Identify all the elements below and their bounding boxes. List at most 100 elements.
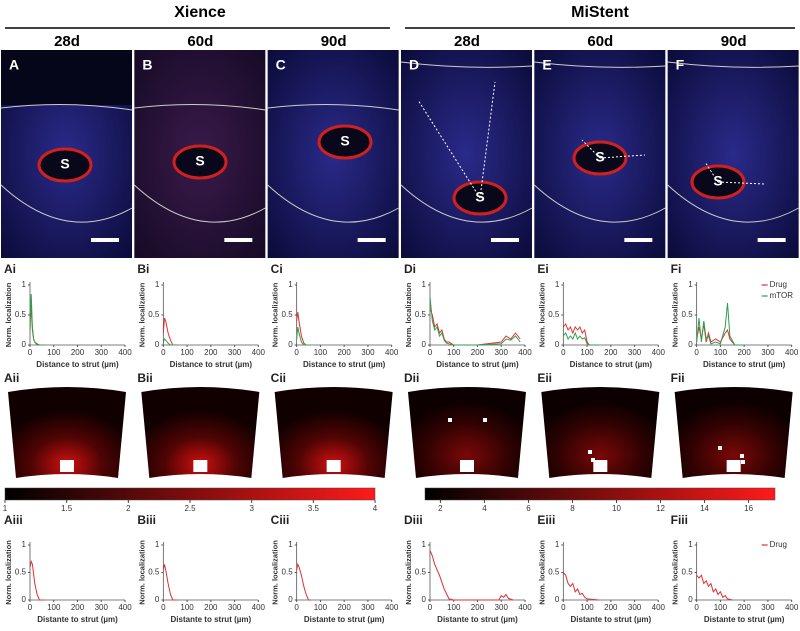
colorbar-tick-label: 8 [570,504,575,513]
y-axis-label: Norm. localization [137,540,146,605]
strut [317,124,373,160]
y-tick-label: 0 [555,340,560,349]
data-line [162,317,178,346]
x-tick-label: 0 [294,603,299,612]
x-tick-label: 200 [71,348,85,357]
y-axis-label: Norm. localization [671,540,680,605]
column-label: 90d [721,33,747,50]
strut-square [740,454,744,458]
tissue-border [0,184,133,223]
panel-label: Ci [271,262,283,276]
y-tick-label: 0 [22,340,27,349]
y-tick-label: 0.5 [15,568,27,577]
panel-label: Diii [404,513,423,527]
x-tick-label: 400 [785,348,799,357]
data-line [296,326,311,346]
x-tick-label: 0 [28,348,33,357]
x-axis-label: Distante to strut (µm) [171,615,252,624]
y-tick-label: 0 [422,340,427,349]
x-tick-label: 200 [204,348,218,357]
panel-label: B [142,57,152,73]
y-tick-label: 1 [688,540,693,549]
y-tick-label: 0.5 [148,310,160,319]
x-tick-label: 400 [385,603,399,612]
panel-label: Bii [137,371,152,385]
strut-square [326,460,341,472]
column-label: 90d [321,33,347,50]
colorbar-tick-label: 1.5 [61,504,73,513]
x-tick-label: 0 [694,348,699,357]
x-axis-label: Distante to strut (µm) [37,615,118,624]
heatmap [8,387,126,478]
y-tick-label: 1 [555,540,560,549]
x-tick-label: 100 [447,603,461,612]
column-label: 60d [587,33,613,50]
x-tick-label: 200 [71,603,85,612]
y-tick-label: 0 [22,595,27,604]
y-axis-label: Norm. localization [404,282,413,347]
colorbar-tick-label: 2 [438,504,443,513]
panel-label: Fii [671,371,685,385]
x-tick-label: 300 [495,603,509,612]
panel-label: D [409,57,419,73]
x-tick-label: 100 [447,348,461,357]
x-tick-label: 100 [180,603,194,612]
measure-line [479,81,496,199]
panel-label: Fi [671,262,682,276]
x-tick-label: 100 [47,348,61,357]
panel-label: Dii [404,371,419,385]
tissue-border [667,184,799,223]
x-axis-label: Distance to strut (µm) [570,360,653,369]
strut-square [60,460,74,472]
x-axis-label: Distance to strut (µm) [703,360,786,369]
x-tick-label: 400 [652,348,666,357]
panel-label: Fiii [671,513,688,527]
x-tick-label: 0 [428,603,433,612]
y-tick-label: 0.5 [15,310,27,319]
x-tick-label: 0 [561,603,566,612]
y-axis-label: Norm. localization [4,540,13,605]
y-tick-label: 0 [555,595,560,604]
y-tick-label: 1 [288,540,293,549]
panel-label: E [542,57,551,73]
heatmap [674,387,793,478]
y-tick-label: 1 [422,280,427,289]
colorbar-tick-label: 3.5 [308,504,320,513]
x-tick-label: 0 [428,348,433,357]
tissue-border [0,103,133,111]
colorbar [424,487,776,501]
tissue-border [267,103,399,111]
y-tick-label: 0.5 [415,310,427,319]
y-axis-label: Norm. localization [537,540,546,605]
colorbar-tick-label: 14 [700,504,709,513]
y-tick-label: 0.5 [415,568,427,577]
micrograph [667,50,799,258]
x-tick-label: 0 [561,348,566,357]
strut-label: S [713,173,722,189]
scale-bar [224,238,253,242]
x-tick-label: 0 [694,603,699,612]
data-line [296,311,311,346]
x-tick-label: 200 [471,348,485,357]
scale-bar [490,238,519,242]
panel-label: Aiii [4,513,23,527]
x-tick-label: 300 [95,603,109,612]
y-tick-label: 1 [422,540,427,549]
x-tick-label: 200 [604,348,618,357]
micrograph [400,50,532,258]
tissue-border [267,184,399,223]
x-tick-label: 400 [652,603,666,612]
column-label: 60d [187,33,213,50]
heatmap [141,387,260,478]
x-axis-label: Distante to strut (µm) [571,615,652,624]
tissue-border [534,61,666,68]
colorbar-tick-label: 12 [656,504,665,513]
x-tick-label: 300 [761,603,775,612]
y-axis-label: Norm. localization [4,282,13,347]
x-axis-label: Distance to strut (µm) [436,360,519,369]
strut [37,147,93,183]
strut-square [588,450,592,454]
strut-square [448,418,452,422]
y-axis-label: Norm. localization [404,540,413,605]
